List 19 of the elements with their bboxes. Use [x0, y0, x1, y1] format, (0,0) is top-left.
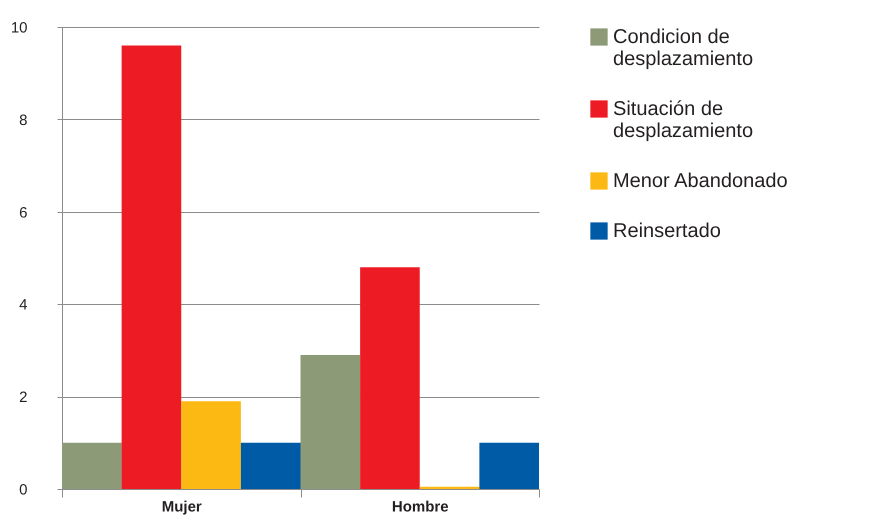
y-tick-label: 4 [19, 296, 28, 314]
bar [300, 355, 360, 489]
x-tick-label: Hombre [392, 498, 449, 516]
y-tick-label: 0 [19, 482, 28, 498]
legend-label: Situación de desplazamiento [613, 98, 754, 142]
bar [240, 442, 300, 489]
bar [181, 401, 241, 489]
bar [479, 442, 539, 489]
y-tick-label: 6 [19, 204, 28, 222]
y-tick-label: 10 [10, 20, 28, 36]
y-tick-label: 8 [19, 112, 28, 129]
y-tick-label: 2 [19, 389, 28, 406]
bar [360, 267, 420, 489]
legend-label: Reinsertado [613, 220, 721, 242]
bar [122, 45, 182, 489]
legend-label: Menor Abandonado [613, 170, 788, 192]
bar [62, 442, 122, 489]
x-tick-label: Mujer [162, 498, 202, 516]
legend-label: Condicion de desplazamiento [613, 26, 754, 70]
